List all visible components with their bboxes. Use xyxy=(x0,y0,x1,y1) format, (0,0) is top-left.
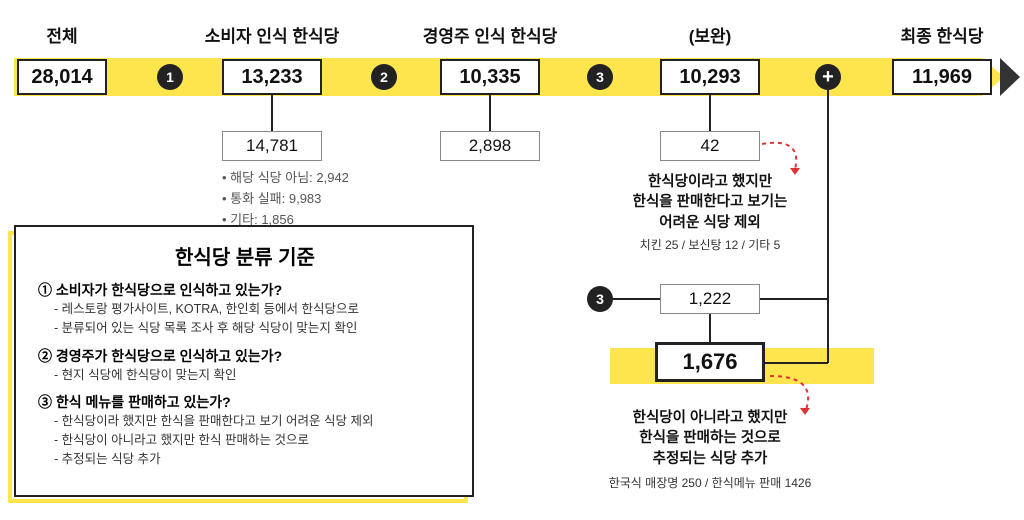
stage-value-total: 28,014 xyxy=(17,59,107,95)
stage-label-final: 최종 한식당 xyxy=(901,22,984,47)
drop3a-note: 한식당이라고 했지만 한식을 판매한다고 보기는 어려운 식당 제외 xyxy=(633,172,788,233)
stage-label-total: 전체 xyxy=(46,22,77,47)
connector xyxy=(271,95,273,131)
connector xyxy=(827,90,829,300)
drop1-bullet: 해당 식당 아님: 2,942 xyxy=(222,168,349,189)
step-badge-2: 2 xyxy=(371,64,397,90)
connector xyxy=(709,95,711,131)
drop3c-subnote: 한국식 매장명 250 / 한식메뉴 판매 1426 xyxy=(609,474,812,491)
stage-label-consumer: 소비자 인식 한식당 xyxy=(205,22,340,47)
red-arrowhead-2 xyxy=(800,408,810,415)
step-badge-3b: 3 xyxy=(587,286,613,312)
connector xyxy=(489,95,491,131)
criteria-panel: 한식당 분류 기준 ① 소비자가 한식당으로 인식하고 있는가? 레스토랑 평가… xyxy=(14,225,474,497)
drop1-bullet: 통화 실패: 9,983 xyxy=(222,189,349,210)
stage-label-suppl: (보완) xyxy=(689,22,732,47)
drop1-value: 14,781 xyxy=(222,131,322,161)
step-badge-3: 3 xyxy=(587,64,613,90)
connector xyxy=(709,314,711,342)
criteria-title: 한식당 분류 기준 xyxy=(38,241,452,270)
drop3c-value: 1,676 xyxy=(655,342,765,382)
connector xyxy=(827,300,829,363)
connector xyxy=(612,298,660,300)
drop3b-value: 1,222 xyxy=(660,284,760,314)
drop3a-value: 42 xyxy=(660,131,760,161)
criteria-1-sub: 레스토랑 평가사이트, KOTRA, 한인회 등에서 한식당으로 분류되어 있는… xyxy=(54,300,452,338)
criteria-2-sub: 현지 식당에 한식당이 맞는지 확인 xyxy=(54,366,452,385)
connector xyxy=(765,362,828,364)
drop2-value: 2,898 xyxy=(440,131,540,161)
criteria-2: ② 경영주가 한식당으로 인식하고 있는가? xyxy=(38,346,452,366)
drop1-bullets: 해당 식당 아님: 2,942 통화 실패: 9,983 기타: 1,856 xyxy=(222,168,349,230)
criteria-3: ③ 한식 메뉴를 판매하고 있는가? xyxy=(38,392,452,412)
connector xyxy=(760,298,828,300)
stage-value-owner: 10,335 xyxy=(440,59,540,95)
criteria-3-sub: 한식당이라 했지만 한식을 판매한다고 보기 어려운 식당 제외 한식당이 아니… xyxy=(54,412,452,468)
criteria-1: ① 소비자가 한식당으로 인식하고 있는가? xyxy=(38,280,452,300)
stage-value-consumer: 13,233 xyxy=(222,59,322,95)
drop3a-subnote: 치킨 25 / 보신탕 12 / 기타 5 xyxy=(640,236,781,253)
red-arrow-1 xyxy=(760,134,810,174)
red-arrowhead-1 xyxy=(790,168,800,175)
stage-value-suppl: 10,293 xyxy=(660,59,760,95)
flow-arrowhead xyxy=(1000,58,1020,96)
stage-value-final: 11,969 xyxy=(892,59,992,95)
step-badge-1: 1 xyxy=(157,64,183,90)
stage-label-owner: 경영주 인식 한식당 xyxy=(423,22,558,47)
drop3c-note: 한식당이 아니라고 했지만 한식을 판매하는 것으로 추정되는 식당 추가 xyxy=(633,408,788,469)
plus-badge: + xyxy=(815,64,841,90)
